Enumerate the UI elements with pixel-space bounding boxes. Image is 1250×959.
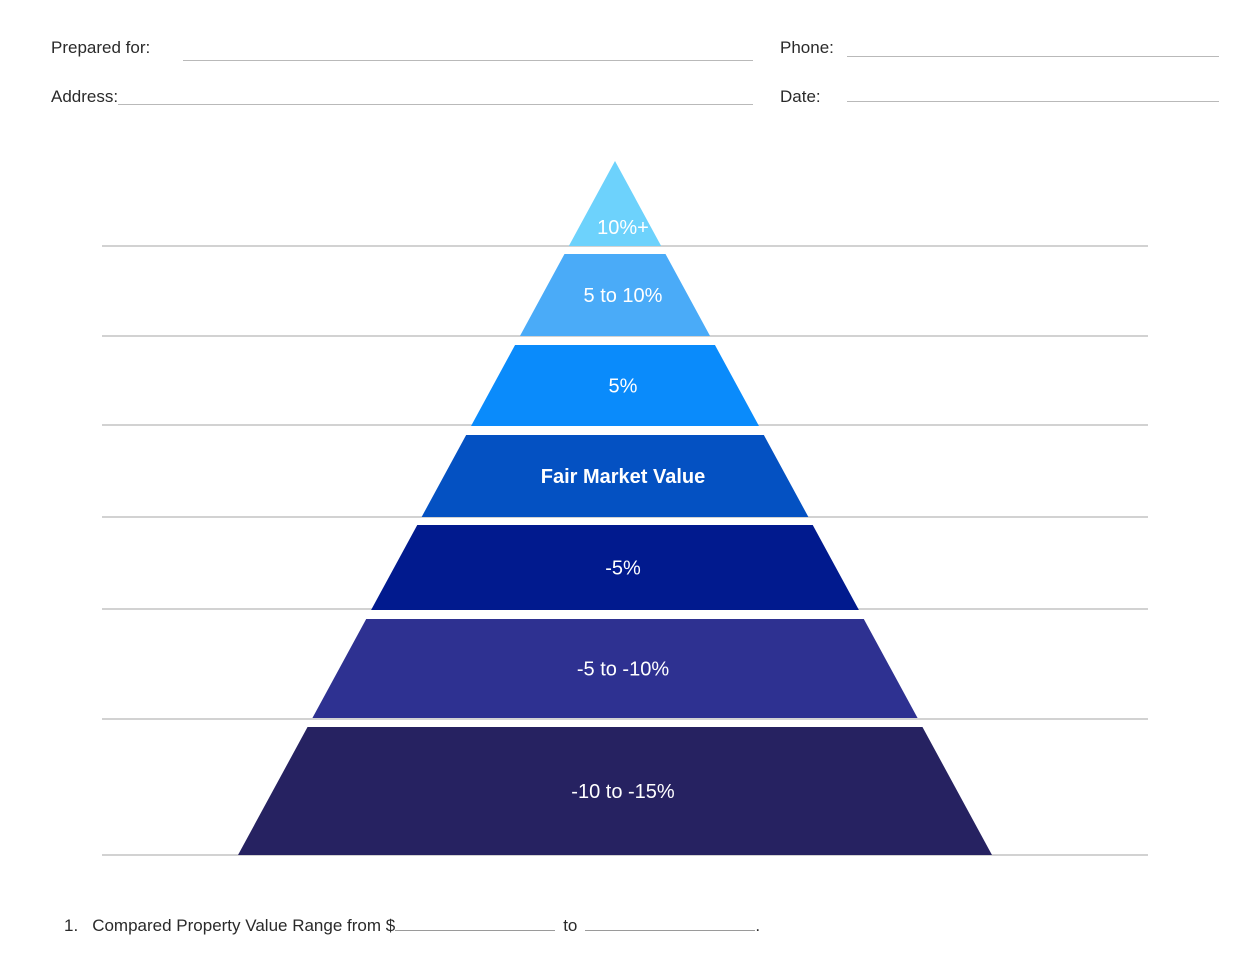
date-field[interactable] (847, 101, 1219, 102)
pyramid-tier (421, 435, 809, 517)
pyramid-tier-label: -5 to -10% (577, 659, 669, 681)
date-label: Date: (780, 87, 821, 106)
pyramid-diagram: 10%+ 5 to 10% 5% Fair Market Value -5% -5 to … (102, 161, 1148, 856)
pyramid-tier-label: 5% (609, 376, 638, 398)
pyramid-tier (312, 619, 918, 718)
pyramid-tier (519, 254, 711, 336)
range-to-field[interactable] (585, 916, 756, 931)
pyramid-tier-label: -5% (605, 558, 641, 580)
pyramid-tier-label: 5 to 10% (584, 285, 663, 307)
pyramid-tier (568, 161, 662, 246)
address-label: Address: (51, 87, 119, 106)
pyramid-tier-label: Fair Market Value (541, 466, 706, 488)
address-field[interactable] (118, 104, 753, 105)
pyramid-tier (471, 345, 759, 426)
value-range-text: Compared Property Value Range from $ (92, 916, 396, 935)
range-from-field[interactable] (395, 916, 556, 931)
pyramid-tier (371, 525, 859, 610)
list-number: 1. (64, 916, 79, 935)
phone-label: Phone: (780, 38, 834, 57)
pyramid-tier (238, 727, 992, 855)
prepared-for-label: Prepared for: (51, 38, 151, 57)
to-text: to (563, 916, 578, 935)
end-period: . (755, 916, 761, 935)
pyramid-tier-label: -10 to -15% (571, 781, 675, 803)
phone-field[interactable] (847, 56, 1219, 57)
value-range-line: 1. Compared Property Value Range from $ to… (64, 916, 760, 936)
prepared-for-field[interactable] (183, 60, 753, 61)
pyramid-tier-label: 10%+ (597, 217, 649, 239)
